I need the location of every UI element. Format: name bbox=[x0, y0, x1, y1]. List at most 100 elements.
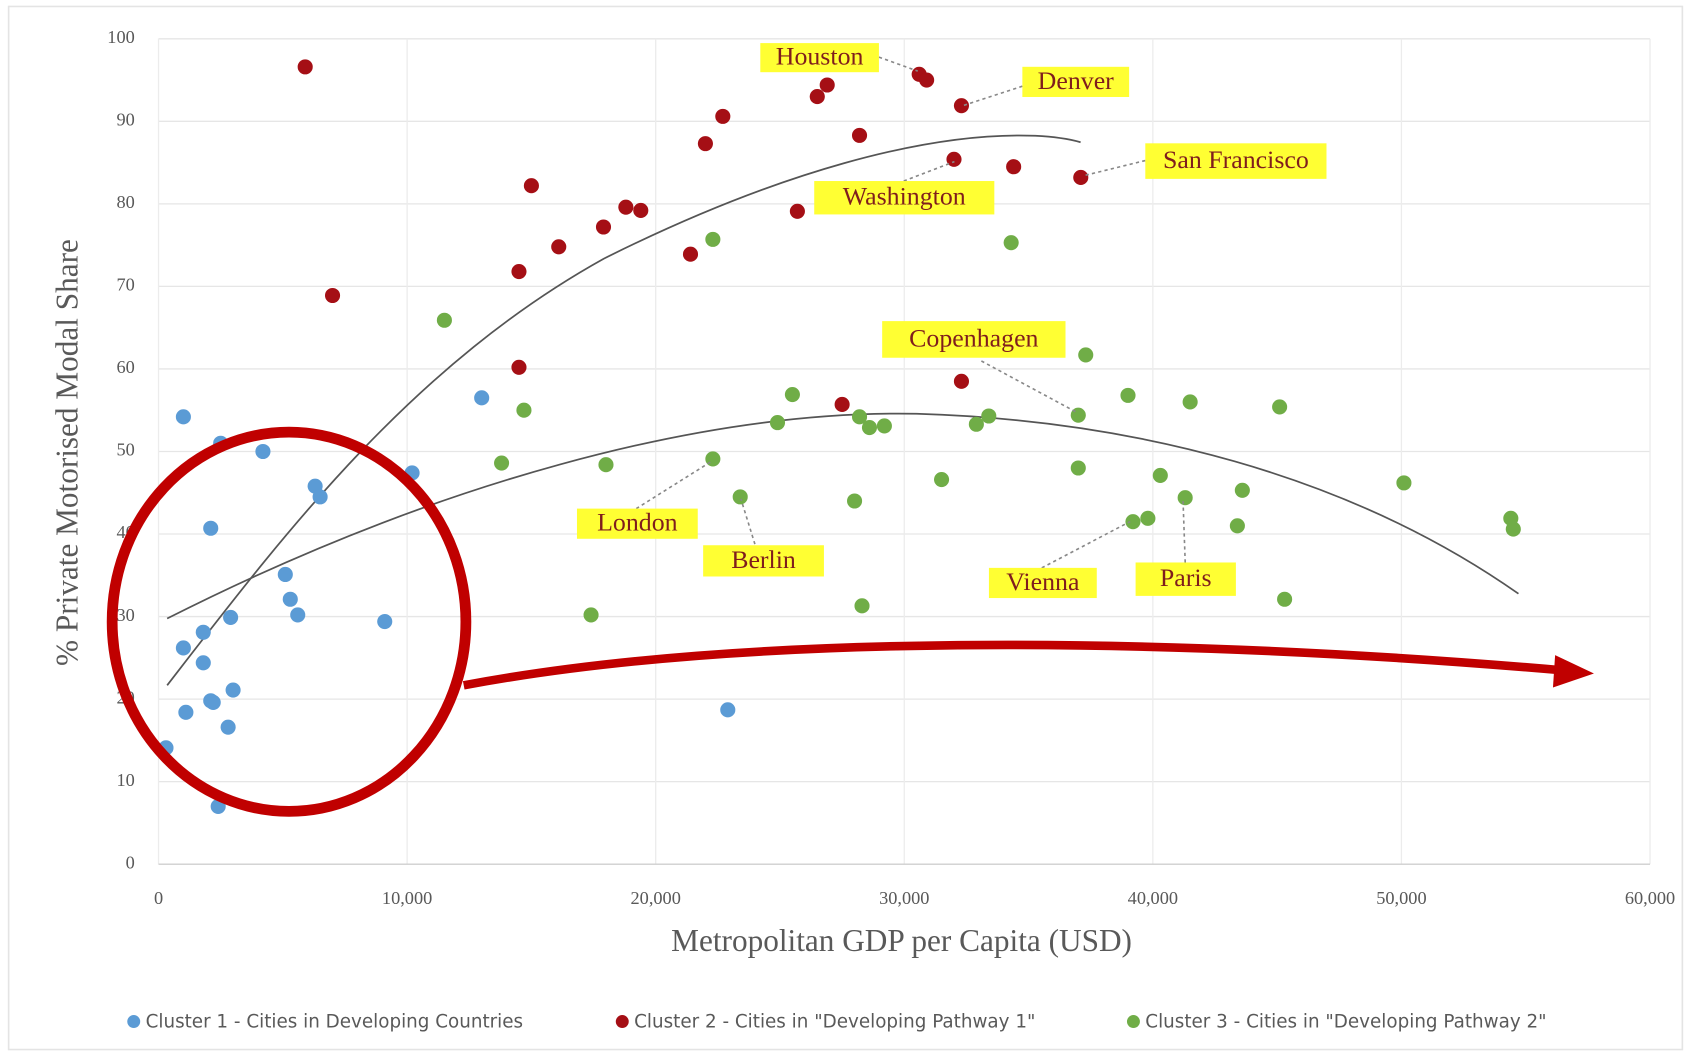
point bbox=[1070, 460, 1086, 476]
point bbox=[1125, 514, 1141, 530]
point bbox=[1120, 387, 1136, 403]
point bbox=[282, 591, 298, 607]
point bbox=[682, 246, 699, 262]
y-tick-label: 60 bbox=[116, 357, 134, 377]
point bbox=[1272, 399, 1288, 415]
annotation-box bbox=[1022, 66, 1130, 97]
annotation-box bbox=[1135, 562, 1236, 596]
point bbox=[511, 264, 527, 280]
point bbox=[523, 178, 539, 194]
point bbox=[919, 72, 935, 88]
point bbox=[847, 493, 863, 509]
point bbox=[1505, 521, 1521, 537]
annotation-box bbox=[760, 43, 879, 73]
point bbox=[583, 607, 599, 623]
point bbox=[851, 409, 868, 425]
point bbox=[511, 359, 527, 375]
y-tick-label: 0 bbox=[126, 852, 135, 872]
leader-line bbox=[740, 498, 756, 545]
legend-swatch bbox=[615, 1015, 629, 1028]
annotation: Copenhagen bbox=[909, 323, 1038, 352]
point bbox=[225, 682, 241, 698]
point bbox=[968, 416, 984, 432]
chart-frame bbox=[7, 5, 1684, 1051]
x-tick-label: 20,000 bbox=[631, 888, 681, 908]
annotation: Vienna bbox=[1006, 567, 1080, 596]
annotation-box bbox=[576, 508, 698, 539]
trend-curve bbox=[166, 412, 1519, 620]
leader-line bbox=[962, 85, 1023, 107]
point bbox=[195, 655, 211, 671]
points bbox=[158, 59, 1521, 814]
point bbox=[1078, 347, 1094, 363]
x-tick-label: 40,000 bbox=[1128, 888, 1178, 908]
point bbox=[618, 199, 634, 215]
leader-line bbox=[1083, 159, 1146, 177]
annotation-box bbox=[988, 567, 1097, 599]
y-tick-label: 100 bbox=[107, 27, 134, 47]
point bbox=[1073, 169, 1089, 186]
point bbox=[1006, 159, 1022, 175]
point bbox=[195, 624, 211, 640]
point bbox=[377, 613, 393, 630]
highlight-circle bbox=[106, 426, 472, 817]
legend: Cluster 1 - Cities in Developing Countri… bbox=[127, 1012, 1547, 1033]
point bbox=[175, 640, 191, 656]
point bbox=[436, 312, 452, 328]
point bbox=[851, 127, 868, 143]
point bbox=[551, 239, 567, 255]
legend-label: Cluster 1 - Cities in Developing Countri… bbox=[146, 1012, 524, 1033]
y-tick-label: 80 bbox=[116, 192, 134, 212]
leader-line bbox=[878, 56, 919, 72]
arrow bbox=[462, 640, 1562, 690]
annotation: London bbox=[597, 508, 678, 537]
point bbox=[1152, 467, 1168, 483]
point bbox=[732, 489, 748, 505]
point bbox=[220, 719, 236, 735]
point bbox=[715, 108, 731, 124]
point bbox=[789, 203, 805, 219]
arrow-head bbox=[1552, 655, 1594, 688]
leader-line bbox=[903, 160, 955, 182]
point bbox=[1396, 475, 1412, 491]
legend-label: Cluster 3 - Cities in "Developing Pathwa… bbox=[1145, 1012, 1546, 1033]
annotations: Houston Denver San Francisco Washington Cope… bbox=[576, 42, 1327, 599]
y-tick-label: 30 bbox=[116, 605, 134, 625]
point bbox=[205, 694, 221, 710]
annotation-box bbox=[1145, 143, 1327, 179]
annotation-box bbox=[703, 545, 824, 577]
point bbox=[953, 373, 969, 389]
x-axis-label: Metropolitan GDP per Capita (USD) bbox=[671, 923, 1132, 958]
point bbox=[516, 402, 532, 418]
point bbox=[1229, 518, 1245, 534]
point bbox=[705, 451, 721, 467]
point bbox=[297, 59, 313, 75]
point bbox=[494, 455, 510, 471]
point bbox=[175, 409, 191, 425]
point bbox=[1277, 591, 1293, 607]
point bbox=[784, 386, 800, 403]
point bbox=[953, 98, 969, 114]
point bbox=[1140, 510, 1156, 526]
annotation: Paris bbox=[1160, 563, 1212, 592]
point bbox=[178, 704, 194, 720]
y-tick-label: 70 bbox=[116, 275, 134, 295]
point bbox=[1003, 235, 1019, 251]
y-tick-label: 50 bbox=[116, 440, 134, 460]
point bbox=[595, 219, 612, 235]
point bbox=[277, 566, 293, 583]
point bbox=[809, 89, 825, 105]
legend-label: Cluster 2 - Cities in "Developing Pathwa… bbox=[634, 1012, 1035, 1033]
point bbox=[720, 702, 736, 718]
point bbox=[876, 418, 892, 434]
y-axis-label: % Private Motorised Modal Share bbox=[49, 239, 84, 666]
annotation-box bbox=[814, 181, 995, 215]
point bbox=[1177, 490, 1193, 506]
point bbox=[819, 77, 835, 93]
point bbox=[861, 420, 878, 436]
x-tick-label: 50,000 bbox=[1376, 888, 1426, 908]
annotation: Denver bbox=[1038, 66, 1115, 95]
